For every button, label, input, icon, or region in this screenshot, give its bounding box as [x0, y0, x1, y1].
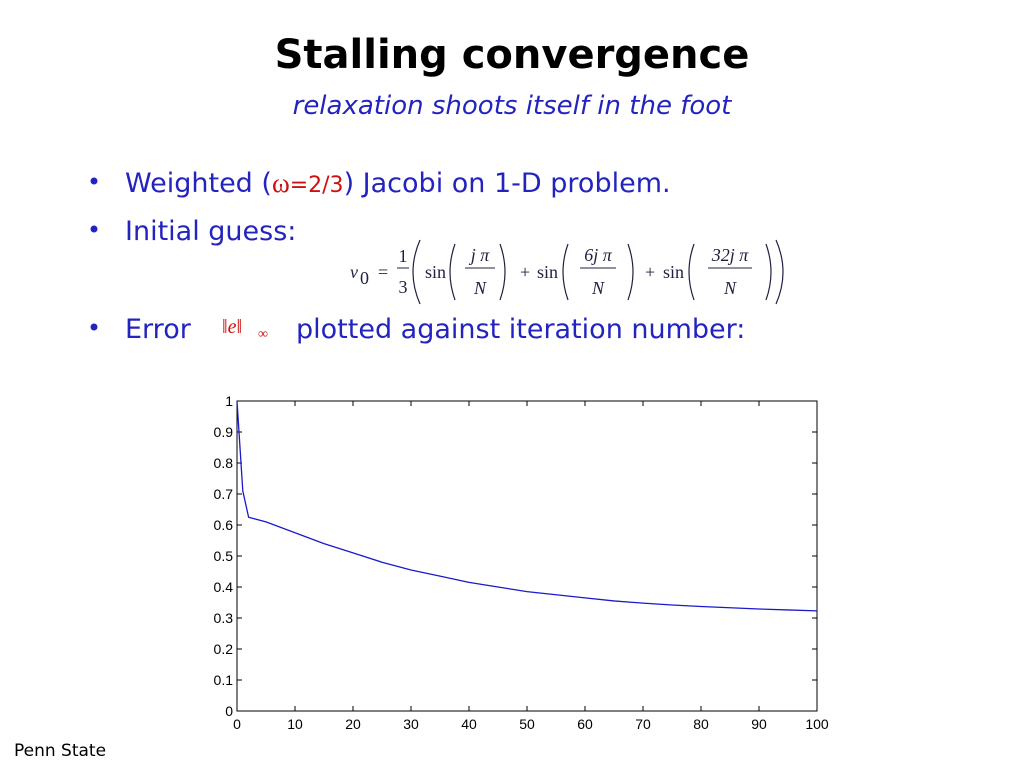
- y-tick-label: 0.1: [214, 672, 234, 688]
- formula-den: N: [723, 278, 737, 298]
- bullet-dot: [90, 177, 98, 185]
- title: Stalling convergence: [275, 32, 750, 78]
- formula-sub: 0: [360, 268, 369, 288]
- formula-den: N: [473, 278, 487, 298]
- formula-num: j π: [469, 245, 491, 265]
- x-tick-label: 60: [577, 716, 593, 732]
- paren: [775, 239, 784, 305]
- y-tick-label: 1: [225, 393, 233, 409]
- bullet-text: ) Jacobi on 1-D problem.: [344, 168, 671, 199]
- y-tick-label: 0.5: [214, 548, 234, 564]
- bullet: Weighted (ω=2/3) Jacobi on 1-D problem.: [125, 168, 671, 199]
- x-tick-label: 50: [519, 716, 535, 732]
- paren: [499, 243, 506, 301]
- y-tick-label: 0.7: [214, 486, 234, 502]
- paren: [449, 243, 456, 301]
- formula-fn: sin: [425, 262, 446, 282]
- footer: Penn State: [14, 741, 106, 761]
- bullet-text: Error: [125, 314, 192, 345]
- paren: [688, 243, 695, 301]
- data-line: [236, 400, 818, 612]
- formula-lhs: v: [350, 262, 358, 282]
- formula-den: N: [591, 278, 605, 298]
- paren: [765, 243, 772, 301]
- y-tick-label: 0.2: [214, 641, 234, 657]
- formula-fn: sin: [537, 262, 558, 282]
- x-tick-label: 0: [233, 716, 241, 732]
- formula-eq: =: [378, 262, 388, 282]
- formula-num: 1: [399, 246, 408, 266]
- bullet: Initial guess:: [125, 216, 296, 247]
- x-tick-label: 70: [635, 716, 651, 732]
- omega: ω: [272, 168, 290, 198]
- formula-num: 6j π: [584, 245, 613, 265]
- formula-op: +: [520, 262, 530, 282]
- formula-fn: sin: [663, 262, 684, 282]
- formula-op: +: [645, 262, 655, 282]
- x-tick-label: 100: [805, 716, 829, 732]
- formula-den: 3: [399, 277, 408, 297]
- x-tick-label: 20: [345, 716, 361, 732]
- bullet-text: Weighted (: [125, 168, 272, 199]
- plot-frame: [236, 400, 818, 712]
- x-tick-label: 90: [751, 716, 767, 732]
- paren: [562, 243, 569, 301]
- subtitle: relaxation shoots itself in the foot: [293, 91, 733, 121]
- bullet-text: plotted against iteration number:: [296, 314, 745, 345]
- norm: ‖e‖: [222, 316, 242, 338]
- formula-num: 32j π: [711, 245, 750, 265]
- y-tick-label: 0.4: [214, 579, 234, 595]
- bullet-dot: [90, 323, 98, 331]
- norm-sub: ∞: [258, 327, 268, 342]
- paren: [412, 239, 421, 305]
- formula: v 0 = 1 3: [350, 239, 784, 305]
- x-tick-label: 10: [287, 716, 303, 732]
- y-tick-label: 0.6: [214, 517, 234, 533]
- weight: =2/3: [290, 173, 344, 198]
- y-tick-label: 0.3: [214, 610, 234, 626]
- y-tick-label: 0.9: [214, 424, 234, 440]
- paren: [627, 243, 634, 301]
- y-tick-label: 0.8: [214, 455, 234, 471]
- x-tick-label: 80: [693, 716, 709, 732]
- x-tick-label: 30: [403, 716, 419, 732]
- bullet-dot: [90, 225, 98, 233]
- x-tick-label: 40: [461, 716, 477, 732]
- y-tick-label: 0: [225, 703, 233, 719]
